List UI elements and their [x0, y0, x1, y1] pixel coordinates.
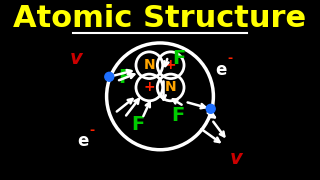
Circle shape: [105, 72, 114, 81]
Text: v: v: [70, 50, 83, 68]
Text: N: N: [165, 80, 177, 95]
Text: F: F: [119, 68, 132, 87]
Text: F: F: [172, 49, 185, 68]
Text: F: F: [171, 105, 184, 125]
Text: F: F: [131, 115, 144, 134]
Circle shape: [206, 104, 215, 113]
Text: -: -: [89, 124, 94, 137]
Text: N: N: [143, 58, 155, 72]
Text: v: v: [230, 149, 243, 168]
Text: e: e: [216, 61, 227, 79]
Text: +: +: [165, 58, 177, 72]
Text: -: -: [228, 53, 233, 66]
Text: e: e: [77, 132, 88, 150]
Text: Atomic Structure: Atomic Structure: [13, 4, 307, 33]
Text: +: +: [143, 80, 155, 95]
